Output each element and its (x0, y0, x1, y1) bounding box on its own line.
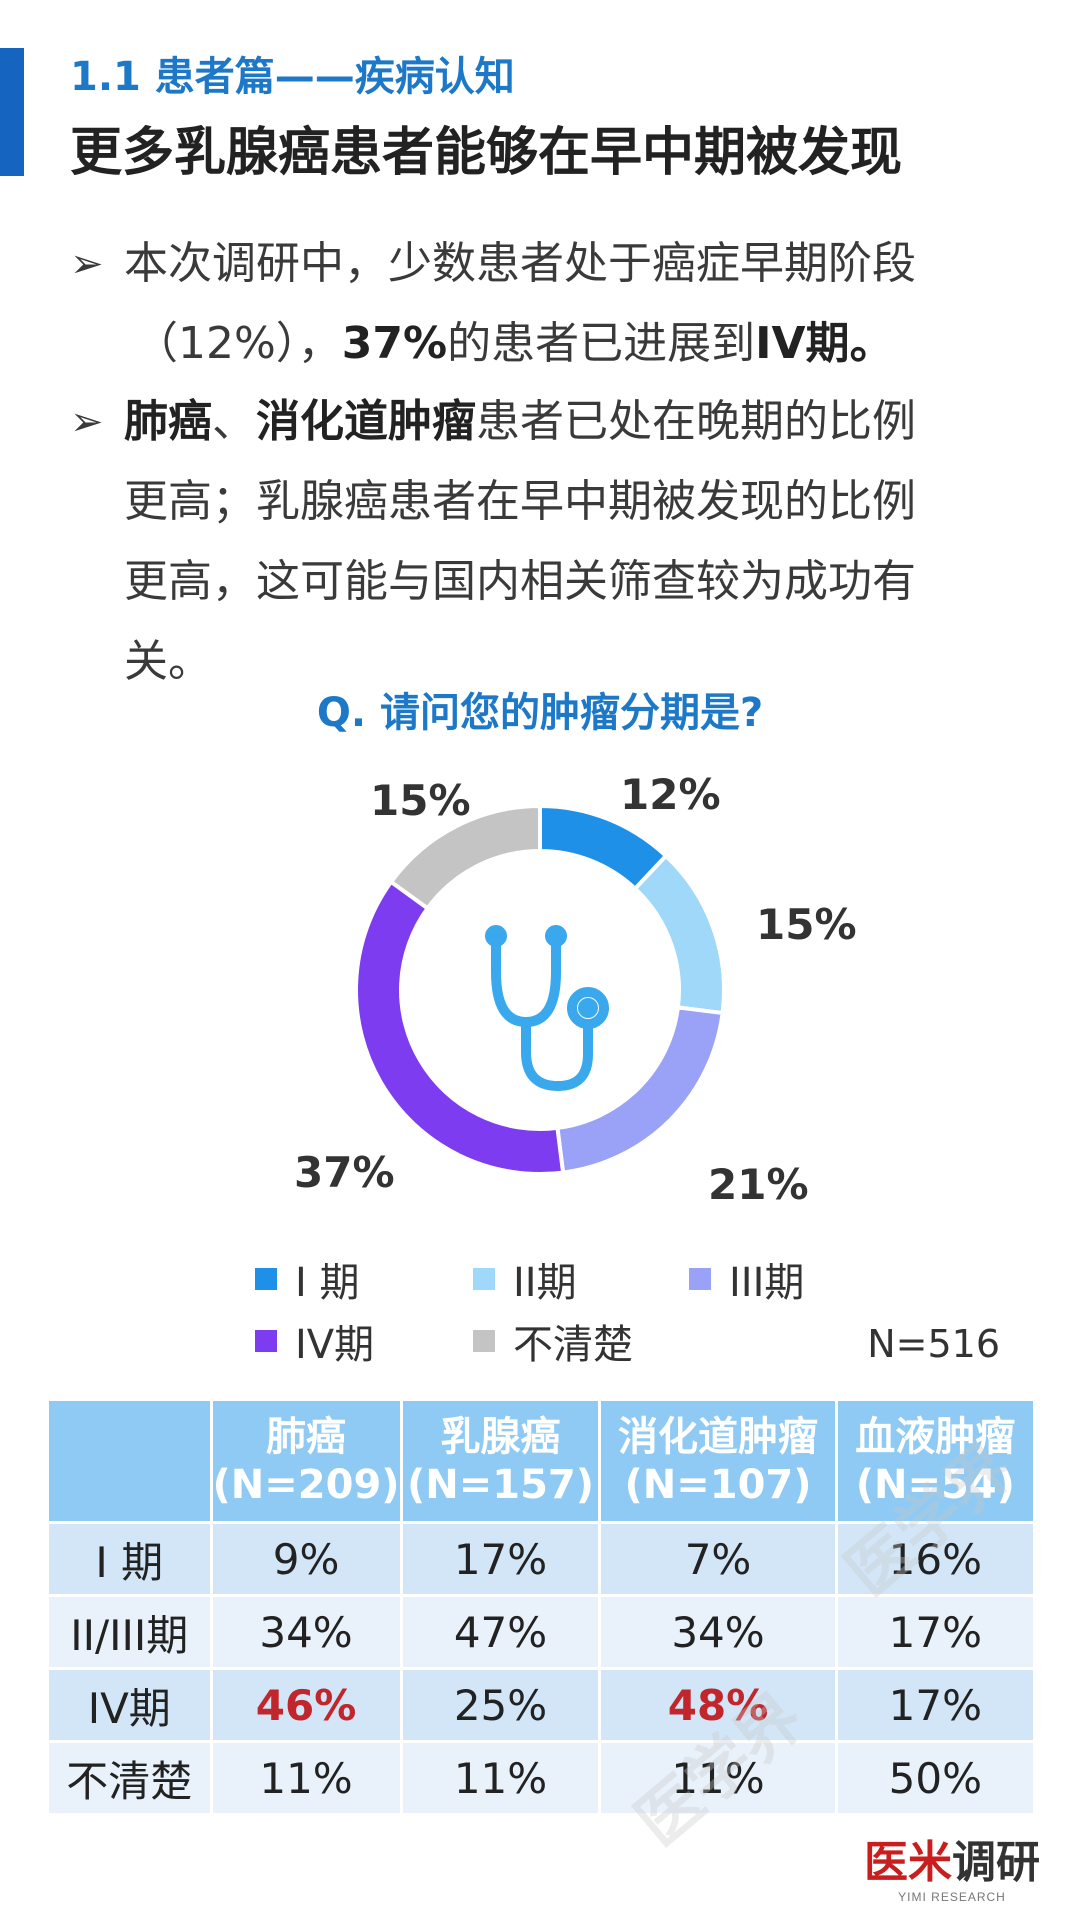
bullet-2-text-d: 患者已处在晚期的比例 (476, 396, 916, 447)
donut-slice-stage-3 (555, 1005, 725, 1175)
legend-label: 不清楚 (513, 1322, 633, 1368)
bullet-1-text-e: 。 (849, 318, 894, 369)
legend-label: III期 (729, 1260, 805, 1306)
legend-item-stage-3: III期 (689, 1250, 804, 1308)
legend-item-stage-1: I 期 (255, 1250, 360, 1308)
slice-label-stage-2: 15% (756, 900, 857, 949)
stethoscope-icon (485, 925, 609, 1092)
header-n: (N=157) (406, 1462, 595, 1508)
accent-bar (0, 48, 24, 176)
bullet-2-separator: 、 (212, 396, 256, 447)
legend-item-stage-4: IV期 (255, 1312, 374, 1370)
table-cell: 17% (837, 1670, 1033, 1740)
legend-item-unknown: 不清楚 (473, 1312, 633, 1370)
table-header-digestive: 消化道肿瘤 (N=107) (601, 1401, 835, 1521)
chart-title: Q. 请问您的肿瘤分期是? (316, 690, 764, 736)
table-row: IV期 46% 25% 48% 17% (49, 1670, 1033, 1740)
row-label: IV期 (49, 1670, 210, 1740)
legend-swatch (473, 1330, 495, 1352)
legend-swatch (255, 1330, 277, 1352)
bullet-2-line-3: 更高，这可能与国内相关筛查较为成功有 (124, 556, 916, 607)
arrow-bullet-icon: ➢ (70, 241, 104, 287)
logo-subtitle: YIMI RESEARCH (898, 1890, 1006, 1904)
logo-text: 医米调研 (864, 1826, 1040, 1890)
bullet-point-2: ➢ 肺癌、消化道肿瘤患者已处在晚期的比例 更高；乳腺癌患者在早中期被发现的比例 … (70, 382, 1010, 702)
bullet-2-bold-lung: 肺癌 (124, 396, 212, 447)
legend-item-stage-2: II期 (473, 1250, 577, 1308)
bullet-1-bold-percent: 37% (341, 318, 448, 369)
table-header-corner (49, 1401, 210, 1521)
table-cell: 17% (402, 1524, 599, 1594)
table-cell: 34% (601, 1597, 835, 1667)
logo-black: 调研 (952, 1837, 1040, 1888)
donut-chart (354, 803, 726, 1176)
table-cell-highlight: 46% (212, 1670, 400, 1740)
table-cell: 9% (212, 1524, 400, 1594)
slice-label-unknown: 15% (370, 776, 471, 825)
bullet-2-line-1: 肺癌、消化道肿瘤患者已处在晚期的比例 (124, 382, 1010, 462)
row-label: 不清楚 (49, 1743, 210, 1813)
bullet-2-line-2: 更高；乳腺癌患者在早中期被发现的比例 (124, 476, 916, 527)
donut-slice-stage-2 (632, 853, 726, 1016)
bullet-1-bold-stage: IV期 (755, 318, 850, 369)
legend-swatch (473, 1268, 495, 1290)
bullet-1-text-a: （12%）， (134, 318, 342, 369)
slice-label-stage-3: 21% (708, 1160, 809, 1209)
table-cell: 11% (601, 1743, 835, 1813)
table-cell: 11% (212, 1743, 400, 1813)
bullet-2-bold-digestive: 消化道肿瘤 (256, 396, 476, 447)
logo-red: 医米 (864, 1837, 952, 1888)
table-cell-highlight: 48% (601, 1670, 835, 1740)
table-header-blood: 血液肿瘤 (N=54) (837, 1401, 1033, 1521)
bullet-1-line-1: 本次调研中，少数患者处于癌症早期阶段 (124, 238, 916, 289)
row-label: I 期 (49, 1524, 210, 1594)
yimi-research-logo: 医米调研 YIMI RESEARCH (864, 1826, 1040, 1904)
stage-by-cancer-table: 肺癌 (N=209) 乳腺癌 (N=157) 消化道肿瘤 (N=107) 血液肿瘤 (N… (46, 1398, 1036, 1816)
arrow-bullet-icon: ➢ (70, 399, 104, 445)
table-cell: 34% (212, 1597, 400, 1667)
legend-label: I 期 (295, 1260, 360, 1306)
table-cell: 16% (837, 1524, 1033, 1594)
table-cell: 11% (402, 1743, 599, 1813)
bullet-point-1: ➢ 本次调研中，少数患者处于癌症早期阶段 （12%），37%的患者已进展到IV期… (70, 224, 1010, 384)
table-cell: 7% (601, 1524, 835, 1594)
table-row: I 期 9% 17% 7% 16% (49, 1524, 1033, 1594)
table-header-row: 肺癌 (N=209) 乳腺癌 (N=157) 消化道肿瘤 (N=107) 血液肿瘤 (N… (49, 1401, 1033, 1521)
table-row: 不清楚 11% 11% 11% 50% (49, 1743, 1033, 1813)
header-name: 肺癌 (266, 1414, 347, 1460)
table-cell: 25% (402, 1670, 599, 1740)
row-label: II/III期 (49, 1597, 210, 1667)
slice-label-stage-1: 12% (620, 770, 721, 819)
table-cell: 47% (402, 1597, 599, 1667)
table-header-lung: 肺癌 (N=209) (212, 1401, 400, 1521)
header-n: (N=54) (855, 1462, 1015, 1508)
bullet-2-line-4: 关。 (124, 636, 212, 687)
page-title: 更多乳腺癌患者能够在早中期被发现 (70, 123, 903, 183)
table-cell: 50% (837, 1743, 1033, 1813)
legend-swatch (255, 1268, 277, 1290)
table-cell: 17% (837, 1597, 1033, 1667)
sample-size-label: N=516 (867, 1322, 1000, 1366)
legend-label: II期 (513, 1260, 577, 1306)
slice-label-stage-4: 37% (294, 1148, 395, 1197)
bullet-1-text-c: 的患者已进展到 (447, 318, 756, 369)
table-row: II/III期 34% 47% 34% 17% (49, 1597, 1033, 1667)
table-header-breast: 乳腺癌 (N=157) (402, 1401, 599, 1521)
donut-slice-stage-4 (354, 879, 566, 1176)
legend-label: IV期 (295, 1322, 375, 1368)
donut-slice-unknown (388, 803, 542, 912)
bullet-1-line-2: （12%），37%的患者已进展到IV期。 (124, 304, 1010, 384)
header-name: 乳腺癌 (440, 1414, 561, 1460)
header-n: (N=107) (624, 1462, 812, 1508)
header-n: (N=209) (212, 1462, 400, 1508)
section-label: 1.1 患者篇——疾病认知 (70, 54, 515, 100)
header-name: 消化道肿瘤 (618, 1414, 819, 1460)
header-name: 血液肿瘤 (855, 1414, 1016, 1460)
legend-swatch (689, 1268, 711, 1290)
